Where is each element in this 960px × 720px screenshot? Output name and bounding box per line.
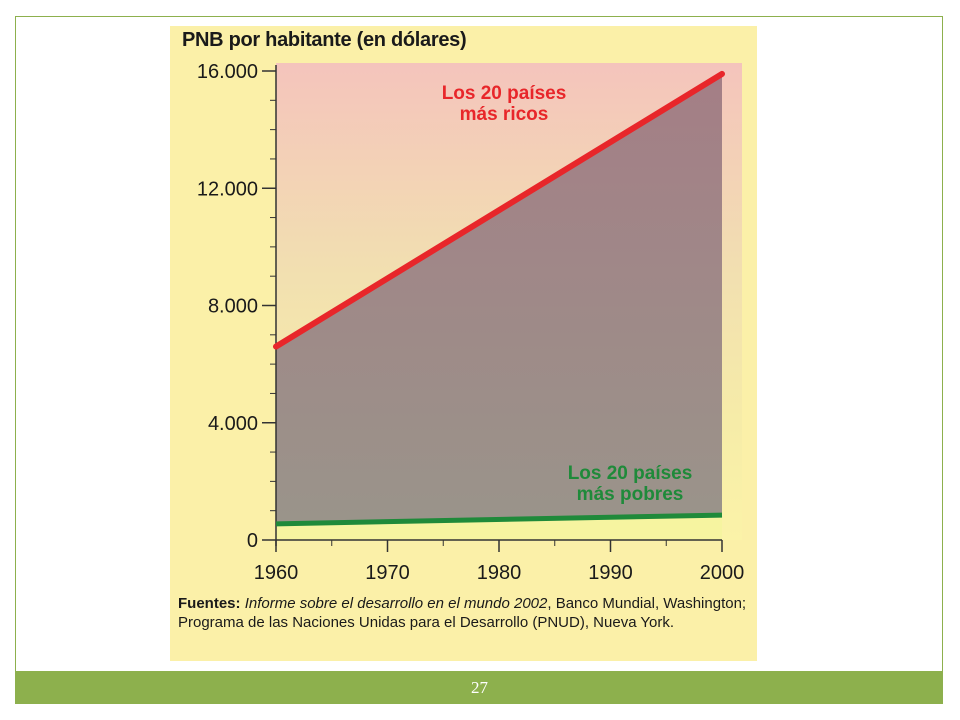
chart-title: PNB por habitante (en dólares) [182,29,467,51]
x-tick-label: 2000 [700,562,745,584]
page-number: 27 [471,678,488,697]
series-line-richest [273,70,725,350]
x-tick-label: 1960 [254,562,299,584]
x-tick-label: 1990 [588,562,633,584]
ticks: 0 4.000 8.000 12.000 16.000 1960 1970 1980 1990 2… [197,61,744,584]
series-label-poorest: Los 20 países [568,463,693,484]
series-line-poorest [275,512,723,527]
series-lines [273,70,725,527]
gap-area [276,73,722,524]
source-label: Fuentes: [178,595,241,612]
source-rest-2: Nueva York. [593,614,675,631]
footer-bar: 27 [16,671,943,704]
y-tick-label: 8.000 [208,296,258,318]
x-tick-label: 1980 [477,562,522,584]
series-label-richest: más ricos [460,104,549,125]
series-label-poorest: más pobres [577,484,684,505]
base-area [276,515,722,540]
source-note: Fuentes: Informe sobre el desarrollo en … [178,594,748,632]
series-label-richest: Los 20 países [442,83,567,104]
x-tick-label: 1970 [365,562,410,584]
source-rest-1: , Banco Mundial, Washington; Programa de… [178,595,747,631]
y-tick-label: 4.000 [208,413,258,435]
chart-panel: 0 4.000 8.000 12.000 16.000 1960 1970 1980 1990 2… [170,26,757,661]
y-tick-label: 0 [247,530,258,552]
source-title: Informe sobre el desarrollo en el mundo … [244,595,548,612]
y-tick-label: 16.000 [197,61,258,83]
chart: 0 4.000 8.000 12.000 16.000 1960 1970 1980 1990 2… [197,61,744,584]
y-tick-label: 12.000 [197,178,258,200]
